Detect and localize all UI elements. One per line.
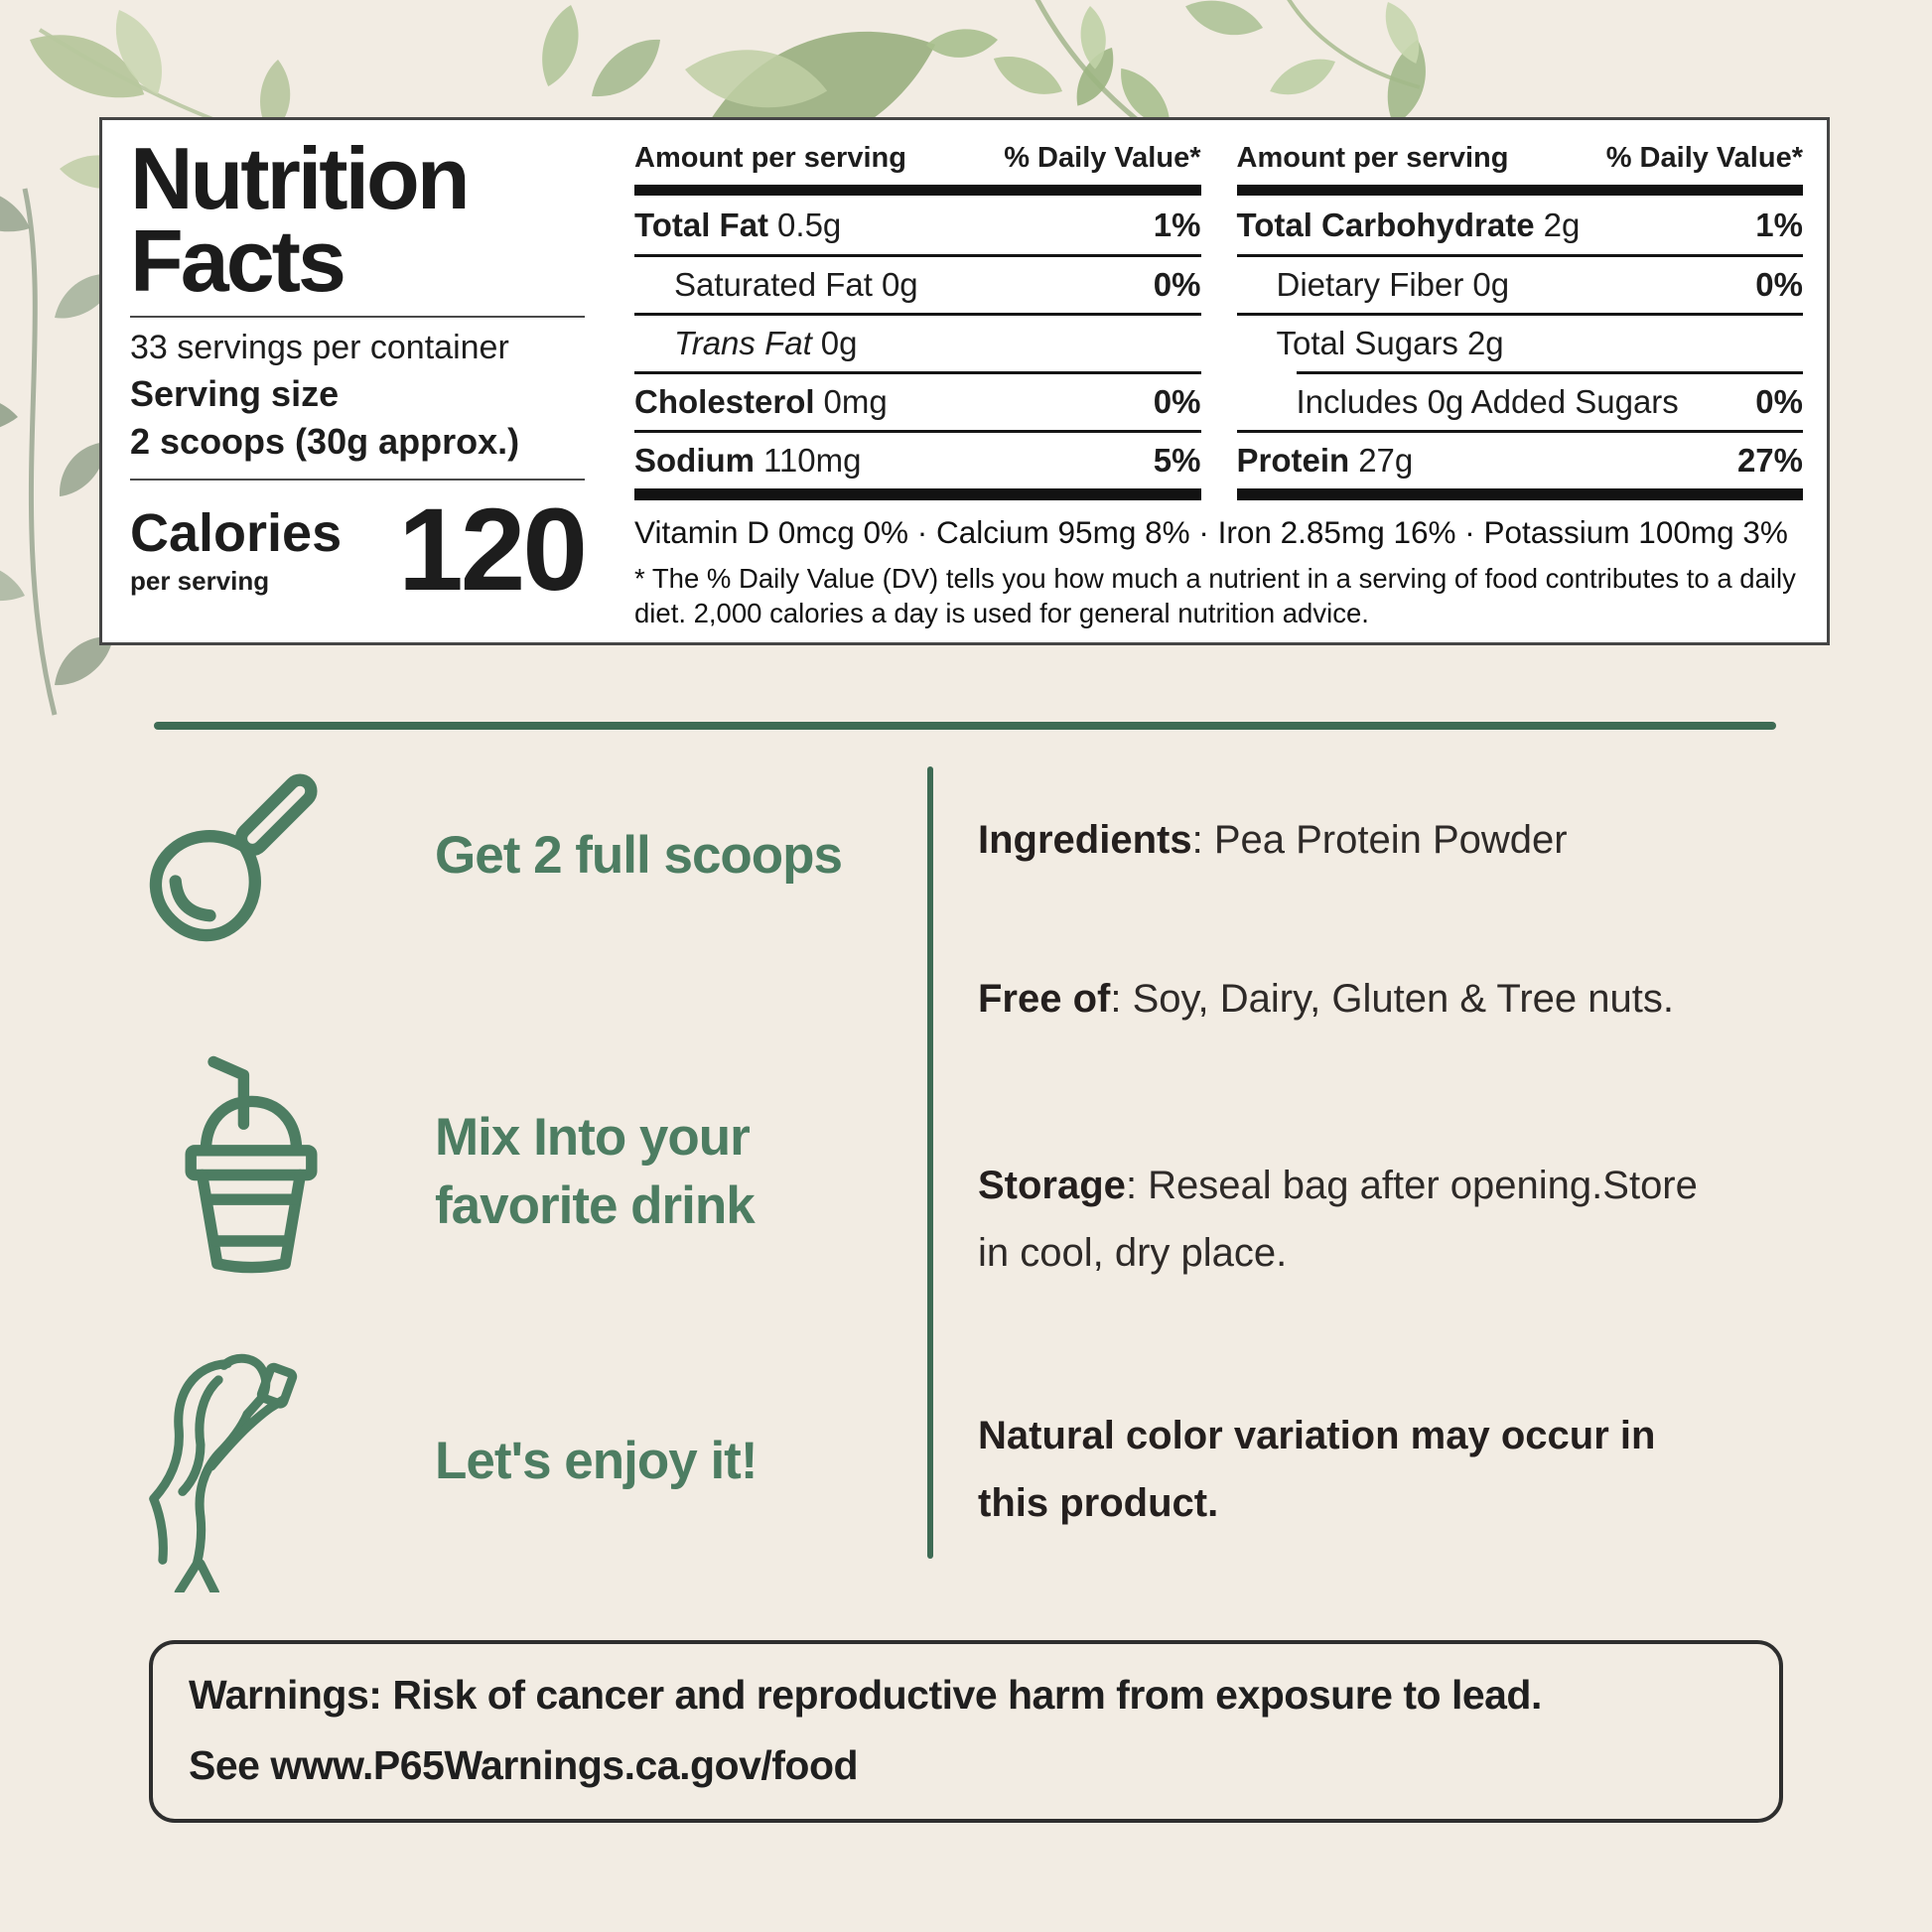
storage-label: Storage	[978, 1164, 1126, 1207]
free-of-text: Free of: Soy, Dairy, Gluten & Tree nuts.	[978, 977, 1674, 1021]
nutrition-column-1: Amount per serving % Daily Value* Total …	[634, 138, 1201, 500]
nutrition-facts-left-block: Nutrition Facts 33 servings per containe…	[130, 129, 588, 630]
instruction-mix-drink: Mix Into your favorite drink	[435, 1108, 756, 1235]
divider	[130, 479, 585, 482]
drink-cup-icon	[185, 1055, 318, 1274]
nutrition-facts-panel: Nutrition Facts 33 servings per containe…	[99, 117, 1830, 645]
warnings-url: See www.P65Warnings.ca.gov/food	[189, 1742, 859, 1788]
warnings-label: Warnings:	[189, 1672, 382, 1718]
col1-header-daily-value: % Daily Value*	[1004, 142, 1201, 174]
instruction-get-scoops: Get 2 full scoops	[435, 826, 843, 885]
color-variation-text: Natural color variation may occur in thi…	[978, 1414, 1656, 1525]
nutrient-row-trans-fat: Trans Fat 0g	[634, 313, 1201, 371]
title-line-1: Nutrition	[130, 129, 471, 227]
thick-rule	[634, 185, 1201, 196]
col2-header-amount: Amount per serving	[1236, 142, 1509, 174]
instruction-enjoy: Let's enjoy it!	[435, 1432, 758, 1490]
servings-per-container: 33 servings per container	[130, 329, 509, 367]
warnings-line-1: Warnings: Risk of cancer and reproductiv…	[189, 1672, 1542, 1718]
scoop-icon	[149, 773, 318, 942]
storage-text: Storage: Reseal bag after opening.Store …	[978, 1164, 1698, 1275]
nutrient-row-protein: Protein 27g 27%	[1236, 430, 1803, 488]
nutrient-row-saturated-fat: Saturated Fat 0g 0%	[634, 254, 1201, 313]
divider	[130, 316, 585, 319]
nutrient-row-total-carbohydrate: Total Carbohydrate 2g 1%	[1236, 206, 1804, 243]
daily-value-footnote: * The % Daily Value (DV) tells you how m…	[634, 563, 1796, 629]
thick-rule	[1236, 488, 1803, 500]
calories-row: Calories per serving 120	[130, 484, 588, 630]
title-line-2: Facts	[130, 210, 346, 310]
calories-per-serving-label: per serving	[130, 566, 270, 597]
nutrient-row-sodium: Sodium 110mg 5%	[634, 430, 1201, 488]
nutrient-row-cholesterol: Cholesterol 0mg 0%	[634, 371, 1201, 430]
col1-header-amount: Amount per serving	[634, 142, 906, 174]
nutrition-facts-table: Amount per serving % Daily Value* Total …	[634, 138, 1803, 630]
thick-rule	[634, 488, 1201, 500]
col2-header-daily-value: % Daily Value*	[1605, 142, 1803, 174]
serving-size-label: Serving size	[130, 373, 340, 415]
micronutrients-line: Vitamin D 0mcg 0% · Calcium 95mg 8% · Ir…	[634, 514, 1788, 550]
thick-rule	[1236, 185, 1803, 196]
ingredients-text: Ingredients: Pea Protein Powder	[978, 818, 1568, 862]
nutrient-row-added-sugars: Includes 0g Added Sugars 0%	[1296, 371, 1803, 430]
nutrient-row-total-sugars: Total Sugars 2g	[1236, 313, 1803, 371]
ingredients-label: Ingredients	[978, 818, 1192, 862]
nutrition-column-2: Amount per serving % Daily Value* Total …	[1236, 138, 1804, 500]
nutrition-facts-title: Nutrition Facts	[130, 129, 585, 310]
calories-label: Calories	[130, 503, 343, 564]
warnings-box: Warnings: Risk of cancer and reproductiv…	[149, 1640, 1783, 1823]
vertical-divider	[927, 766, 933, 1559]
free-of-label: Free of	[978, 977, 1111, 1021]
woman-drinking-icon	[149, 1353, 298, 1592]
nutrient-row-total-fat: Total Fat 0.5g 1%	[634, 206, 1201, 243]
horizontal-divider	[154, 722, 1776, 730]
nutrient-row-dietary-fiber: Dietary Fiber 0g 0%	[1236, 254, 1803, 313]
serving-size-value: 2 scoops (30g approx.)	[130, 420, 520, 462]
calories-value: 120	[398, 484, 588, 617]
